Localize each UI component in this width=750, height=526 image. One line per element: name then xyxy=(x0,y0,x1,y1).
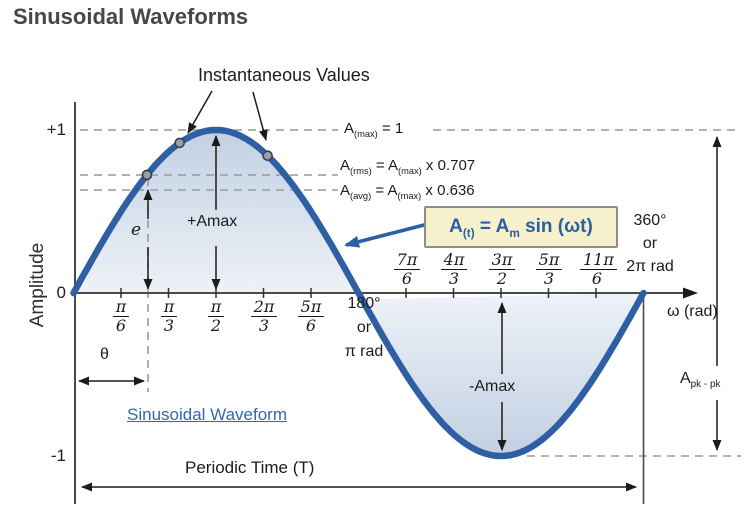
axis-ticks xyxy=(120,288,597,298)
page-title: Sinusoidal Waveforms xyxy=(13,4,249,29)
theta-label: θ xyxy=(100,346,109,363)
e-instantaneous-label: e xyxy=(131,220,142,240)
arms-equation: A(rms) = A(max) x 0.707 xyxy=(340,157,476,176)
periodic-time-label: Periodic Time (T) xyxy=(185,458,315,477)
amax-equation: A(max) = 1 xyxy=(344,120,404,139)
y-tick-plus1: +1 xyxy=(46,120,66,139)
formula-box: A(t) = Am sin (ωt) xyxy=(424,206,618,248)
apkpk-label: Apk - pk xyxy=(680,370,721,391)
aavg-subscript: (avg) xyxy=(350,191,372,201)
y-axis-title: Amplitude xyxy=(27,242,48,328)
formula-pointer-arrow xyxy=(344,222,429,248)
instantaneous-dots xyxy=(141,137,273,181)
x-tick-11pi-6: 11π 6 xyxy=(580,250,617,288)
plus-amax-label: +Amax xyxy=(187,213,238,230)
instantaneous-dot xyxy=(141,169,153,181)
x-tick-5pi-3: 5π 3 xyxy=(532,250,566,288)
x-tick-4pi-3: 4π 3 xyxy=(437,250,471,288)
x-axis-unit-label: ω (rad) xyxy=(667,303,718,320)
formula-m-subscript: m xyxy=(509,226,520,240)
x-tick-5pi-6: 5π 6 xyxy=(294,297,328,335)
minus-amax-label: -Amax xyxy=(469,378,516,395)
instantaneous-values-label: Instantaneous Values xyxy=(198,65,370,85)
amax-subscript: (max) xyxy=(354,129,378,139)
instantaneous-dot xyxy=(174,137,185,149)
negative-lobe-fill xyxy=(362,293,644,456)
y-tick-minus1: -1 xyxy=(50,446,66,465)
x-tick-3pi-2: 3π 2 xyxy=(485,250,519,288)
instantaneous-dot xyxy=(262,150,273,162)
x-tick-7pi-6: 7π 6 xyxy=(390,250,424,288)
aavg-equation: A(avg) = A(max) x 0.636 xyxy=(340,182,475,201)
x-tick-2pi-3: 2π 3 xyxy=(247,297,281,335)
instantaneous-arrow-right xyxy=(252,91,268,141)
formula-t-subscript: (t) xyxy=(462,226,475,240)
sinusoidal-waveform-link[interactable]: Sinusoidal Waveform xyxy=(127,405,287,424)
deg180-label: 180° or π rad xyxy=(344,295,384,360)
sine-curve xyxy=(70,126,647,460)
x-axis-arrowhead xyxy=(683,287,698,299)
arms-subscript: (rms) xyxy=(350,166,372,176)
positive-lobe-fill xyxy=(73,130,359,293)
deg360-label: 360° or 2π rad xyxy=(626,212,674,275)
apkpk-subscript: pk - pk xyxy=(690,379,721,391)
instantaneous-arrow-left xyxy=(187,90,213,134)
y-tick-zero: 0 xyxy=(56,283,66,302)
